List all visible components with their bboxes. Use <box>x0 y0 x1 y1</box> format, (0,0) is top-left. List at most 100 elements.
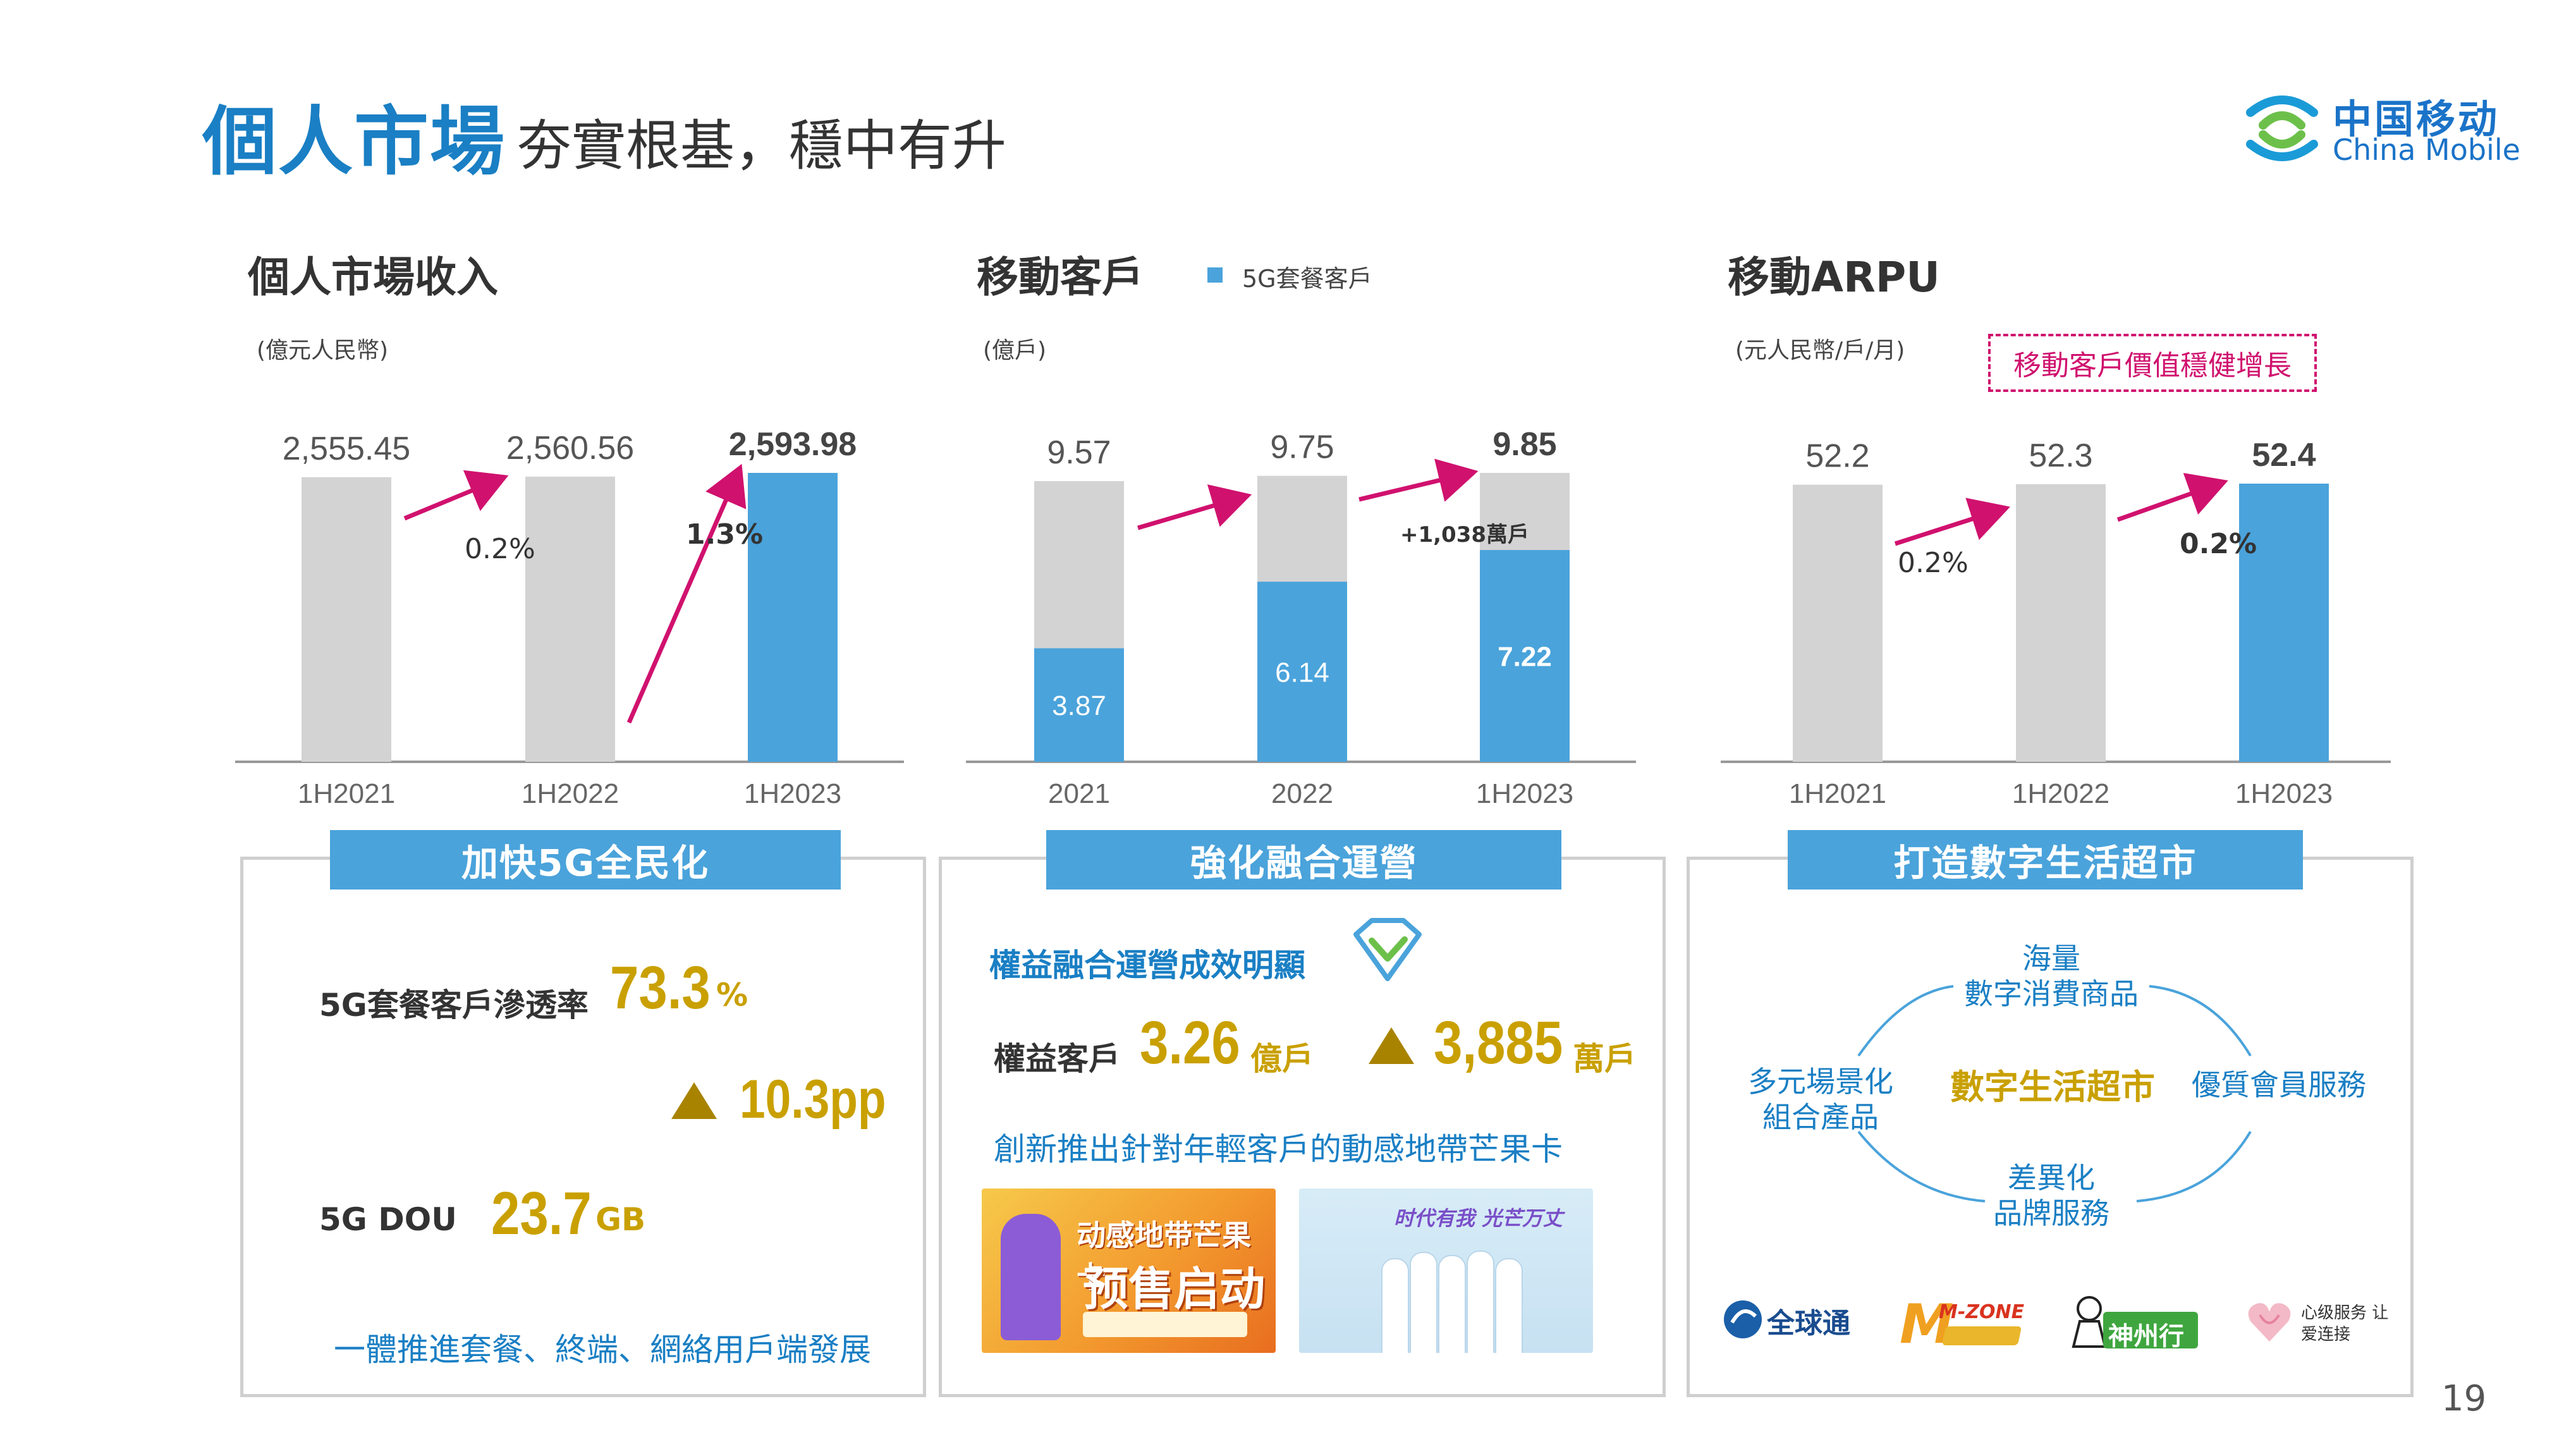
box2-line1: 權益融合運營成效明顯 <box>989 947 1305 984</box>
youth-group-promo-image: 时代有我 光芒万丈 <box>1299 1189 1593 1353</box>
box1-footer: 一體推進套餐、終端、網絡用戶端發展 <box>334 1331 871 1368</box>
brand-xinji: 心级服务 让爱连接 <box>2301 1304 2389 1344</box>
cycle-left: 多元場景化 組合產品 <box>1735 1064 1906 1135</box>
cycle-left-line1: 多元場景化 <box>1748 1065 1893 1099</box>
chart1-bar <box>302 477 391 762</box>
chart1-value-label: 2,560.56 <box>506 430 634 467</box>
cycle-diagram <box>1857 985 2252 1202</box>
chart2-bar-5g-segment <box>1480 550 1570 762</box>
rights-value: 3.26 <box>1140 1009 1240 1077</box>
page-subtitle: 夯實根基，穩中有升 <box>517 114 1006 178</box>
chart1-unit: (億元人民幣) <box>257 338 389 364</box>
chart2-growth-arrow <box>1358 458 1479 502</box>
rights-change: 3,885 <box>1434 1009 1563 1077</box>
china-mobile-logo-icon <box>2246 95 2318 161</box>
chart1-category-label: 1H2023 <box>744 778 841 809</box>
chart1-value-label: 2,555.45 <box>283 431 410 467</box>
legend-swatch <box>1207 267 1223 283</box>
chart2-segment-label: 6.14 <box>1275 657 1329 688</box>
cycle-bottom-line1: 差異化 <box>2008 1161 2095 1195</box>
chart1-value-label: 2,593.98 <box>729 426 857 463</box>
page-number: 19 <box>2441 1378 2487 1419</box>
shenzhouxing-logo: 神州行 <box>2070 1293 2203 1353</box>
chart1-growth-label: 1.3% <box>686 518 763 551</box>
chart2-category-label: 1H2023 <box>1476 778 1573 809</box>
chart3-category-label: 1H2023 <box>2235 778 2333 809</box>
penetration-value: 73.3 <box>610 954 711 1022</box>
box2-heading: 強化融合運營 <box>1046 830 1561 890</box>
promo-title: 动感地带芒果卡 <box>1077 1218 1251 1294</box>
box1-heading: 加快5G全民化 <box>330 830 841 890</box>
up-triangle-icon <box>1369 1027 1414 1064</box>
chart2-growth-arrow <box>1137 484 1252 530</box>
chart1-growth-label: 0.2% <box>465 533 535 565</box>
chart1-category-label: 1H2021 <box>298 778 395 809</box>
promo-subtitle: 预售启动 <box>1083 1263 1266 1316</box>
logo-text-en: China Mobile <box>2333 133 2520 167</box>
cycle-right: 優質會員服務 <box>2192 1068 2366 1102</box>
brand-quanqiutong: 全球通 <box>1767 1307 1850 1340</box>
chart2-segment-label: 3.87 <box>1052 690 1106 721</box>
dou-unit: GB <box>595 1201 646 1238</box>
chart1-bar <box>748 473 838 762</box>
dou-label: 5G DOU <box>319 1201 457 1238</box>
cycle-bottom-line2: 品牌服務 <box>1993 1196 2109 1230</box>
chart3-unit: (元人民幣/戶/月) <box>1735 338 1905 364</box>
logo-text-cn: 中国移动 <box>2333 96 2500 142</box>
heart-logo-icon <box>2248 1303 2291 1342</box>
chart2-segment-label: 7.22 <box>1498 642 1552 673</box>
chart1-bar <box>525 476 615 762</box>
cycle-bottom: 差異化 品牌服務 <box>1956 1160 2146 1231</box>
page-title: 個人市場 <box>202 98 506 185</box>
chart1-category-label: 1H2022 <box>522 778 619 809</box>
chart2-growth-label: +1,038萬戶 <box>1400 522 1529 547</box>
chart3-category-label: 1H2021 <box>1789 778 1886 809</box>
mascot-icon <box>2072 1296 2107 1348</box>
chart3-title: 移動ARPU <box>1728 253 1940 302</box>
chart2-value-label: 9.85 <box>1492 426 1556 463</box>
mzone-logo: M M-ZONE <box>1900 1293 2025 1356</box>
brand-shenzhouxing: 神州行 <box>2108 1322 2184 1351</box>
chart3-category-label: 1H2022 <box>2012 778 2109 809</box>
chart3-value-label: 52.4 <box>2252 437 2316 474</box>
box3-heading: 打造數字生活超市 <box>1788 830 2303 890</box>
cycle-center: 數字生活超市 <box>1950 1067 2155 1107</box>
legend-label: 5G套餐客戶 <box>1242 265 1372 293</box>
chart2-bar-5g-segment <box>1257 582 1347 762</box>
dou-value: 23.7 <box>491 1180 592 1247</box>
character-figure <box>1001 1214 1061 1340</box>
chart3-bar <box>2239 484 2329 762</box>
group-photo <box>1381 1239 1523 1353</box>
cycle-top: 海量 數字消費商品 <box>1956 941 2146 1012</box>
penetration-unit: % <box>716 977 748 1013</box>
cycle-left-line2: 組合產品 <box>1762 1100 1879 1134</box>
arpu-callout: 移動客戶價值穩健增長 <box>1988 334 2317 392</box>
chart3-growth-arrow <box>1894 498 2010 546</box>
penetration-change: 10.3pp <box>740 1069 886 1130</box>
chart2-category-label: 2022 <box>1271 778 1333 809</box>
chart3-growth-label: 0.2% <box>1898 547 1969 579</box>
cycle-top-line2: 數字消費商品 <box>1964 977 2139 1011</box>
chart2-value-label: 9.75 <box>1270 429 1334 466</box>
box2-line3: 創新推出針對年輕客戶的動感地帶芒果卡 <box>994 1131 1563 1168</box>
chart1-title: 個人市場收入 <box>248 253 498 302</box>
quanqiutong-logo-icon <box>1724 1300 1762 1338</box>
chart3-growth-label: 0.2% <box>2180 528 2257 560</box>
mango-card-promo-image: 动感地带芒果卡 预售启动 <box>982 1189 1276 1353</box>
up-triangle-icon <box>671 1082 717 1119</box>
chart2-unit: (億戶) <box>983 338 1047 364</box>
chart3-bar <box>1793 484 1883 762</box>
penetration-label: 5G套餐客戶滲透率 <box>319 987 589 1024</box>
diamond-check-icon <box>1353 918 1422 981</box>
chart2-bar-5g-segment <box>1034 648 1124 762</box>
cycle-top-line1: 海量 <box>2022 941 2080 975</box>
chart3-growth-arrow <box>2116 473 2228 522</box>
chart3-value-label: 52.3 <box>2029 437 2092 474</box>
promo2-title: 时代有我 光芒万丈 <box>1394 1206 1563 1230</box>
rights-unit: 億戶 <box>1250 1041 1314 1077</box>
chart1-growth-arrow <box>403 470 509 521</box>
chart2-category-label: 2021 <box>1048 778 1110 809</box>
chart3-bar <box>2016 484 2106 762</box>
chart1-growth-arrow <box>626 463 747 724</box>
charts-svg: 2,555.45 1H2021 2,560.56 1H2022 2,593.98 1H20… <box>235 426 2391 809</box>
